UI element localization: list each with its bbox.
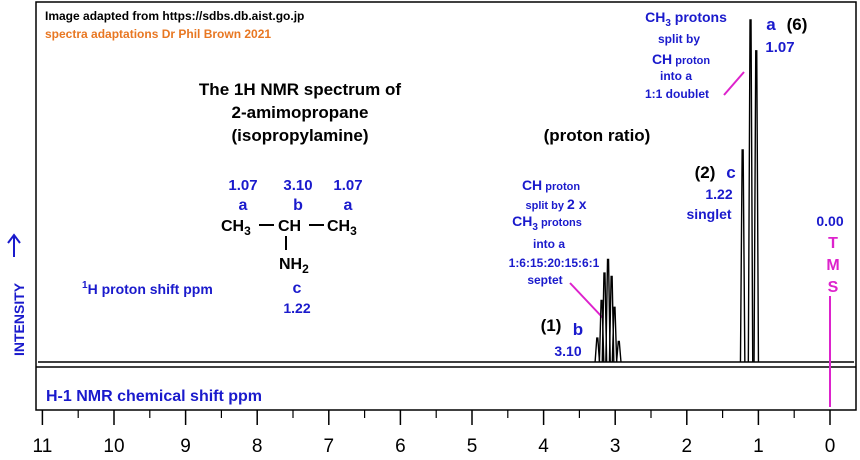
annot-a-line-5: 1:1 doublet [645, 87, 709, 101]
annot-c-ratio: (2) [695, 163, 716, 182]
annot-b-line-5: 1:6:15:20:15:6:1 [509, 256, 600, 270]
x-axis-ticks: 11 10 9 8 7 6 5 4 3 2 1 0 [33, 410, 836, 457]
annot-b-shift: 3.10 [554, 343, 581, 359]
peak-a-line-1 [747, 19, 754, 363]
nh2-letter: c [293, 280, 302, 297]
tms-annotation: 0.00 T M S [816, 213, 843, 296]
right-ch3-shift: 1.07 [333, 177, 362, 194]
mid-ch-group: CH [278, 218, 301, 235]
nh2-shift: 1.22 [283, 300, 310, 316]
plot-frame [35, 1, 857, 411]
x-tick-label-10: 10 [103, 436, 124, 457]
source-credit: Image adapted from https://sdbs.db.aist.… [45, 9, 304, 23]
author-credit: spectra adaptations Dr Phil Brown 2021 [45, 27, 271, 41]
x-tick-label-11: 11 [33, 436, 53, 457]
x-tick-label-9: 9 [180, 436, 191, 457]
annotation-c: (2) c 1.22 singlet [686, 163, 735, 222]
x-tick-label-4: 4 [538, 436, 549, 457]
annot-a-pointer [723, 71, 745, 96]
proton-shift-label: 1H proton shift ppm [82, 280, 213, 297]
annot-c-type: singlet [686, 206, 731, 222]
tms-letter-s: S [828, 279, 839, 296]
title-line-2: 2-amimopropane [232, 103, 369, 122]
title-line-1: The 1H NMR spectrum of [199, 80, 401, 99]
right-ch3-group: CH3 [327, 218, 357, 238]
x-tick-label-7: 7 [324, 436, 335, 457]
nh2-group: NH2 [279, 256, 309, 276]
mid-ch-shift: 3.10 [283, 177, 312, 194]
annot-a-line-3: CH proton [652, 51, 710, 67]
annot-a-ratio: (6) [787, 15, 808, 34]
annot-a-shift: 1.07 [765, 39, 794, 56]
x-tick-label-5: 5 [467, 436, 478, 457]
tms-shift: 0.00 [816, 213, 843, 229]
spectrum-trace [38, 19, 854, 407]
peak-b-line-1 [594, 337, 601, 363]
mid-ch-letter: b [293, 197, 303, 214]
peak-b-line-6 [611, 306, 618, 363]
annot-a-letter: a [766, 15, 776, 34]
x-tick-label-3: 3 [610, 436, 621, 457]
y-axis-label: INTENSITY [11, 282, 27, 356]
y-axis-arrow-head [7, 233, 21, 244]
annotation-b: CH proton split by 2 x CH3 protons into … [509, 177, 604, 359]
proton-ratio-label: (proton ratio) [544, 126, 651, 145]
annot-a-line-2: split by [658, 32, 700, 46]
title-line-3: (isopropylamine) [232, 126, 369, 145]
annot-c-letter: c [726, 163, 735, 182]
peak-b-line-3 [601, 272, 608, 363]
x-tick-label-8: 8 [252, 436, 263, 457]
tms-letter-m: M [826, 257, 839, 274]
right-ch3-letter: a [344, 197, 353, 214]
y-axis: INTENSITY [7, 233, 27, 356]
annot-a-line-1: CH3 protons [645, 9, 727, 29]
left-ch3-letter: a [239, 197, 248, 214]
peak-c-line-1 [739, 149, 746, 363]
annot-b-line-6: septet [527, 273, 562, 287]
annotation-a: CH3 protons split by CH proton into a 1:… [645, 9, 807, 101]
peak-b-line-4 [605, 258, 611, 363]
x-axis-label: H-1 NMR chemical shift ppm [46, 388, 262, 405]
x-tick-label-1: 1 [753, 436, 764, 457]
annot-c-shift: 1.22 [705, 186, 732, 202]
x-tick-label-6: 6 [395, 436, 406, 457]
tms-letter-t: T [828, 235, 838, 252]
annot-a-line-4: into a [660, 69, 692, 83]
annot-b-line-3: CH3 protons [512, 213, 582, 233]
x-tick-label-0: 0 [825, 436, 836, 457]
annot-b-line-4: into a [533, 237, 565, 251]
left-ch3-shift: 1.07 [228, 177, 257, 194]
annot-b-line-2: split by 2 x [525, 196, 586, 212]
annot-b-letter: b [573, 320, 583, 339]
peak-b-line-7 [615, 340, 622, 363]
annot-b-line-1: CH proton [522, 177, 580, 193]
annot-b-pointer [569, 282, 604, 319]
annot-b-ratio: (1) [541, 316, 562, 335]
x-tick-label-2: 2 [682, 436, 693, 457]
peak-a-line-2 [753, 50, 760, 363]
molecule-structure: 1.07 a 3.10 b 1.07 a CH3 CH CH3 NH2 c 1.… [221, 177, 363, 316]
left-ch3-group: CH3 [221, 218, 251, 238]
